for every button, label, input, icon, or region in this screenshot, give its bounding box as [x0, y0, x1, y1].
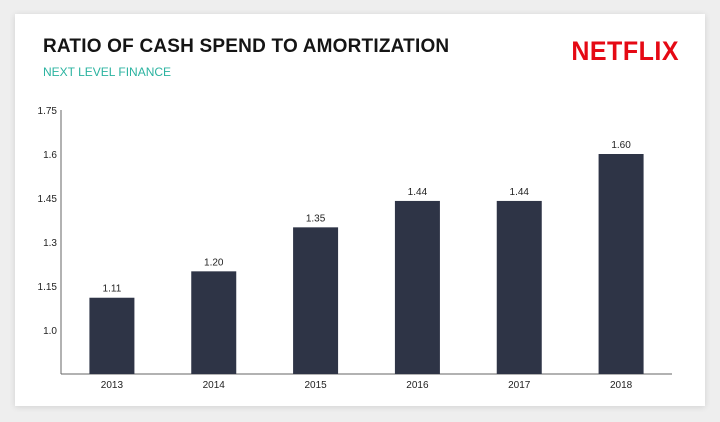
- chart-title: RATIO OF CASH SPEND TO AMORTIZATION: [43, 36, 450, 57]
- y-tick-label: 1.0: [43, 326, 57, 337]
- chart-subtitle: NEXT LEVEL FINANCE: [43, 65, 172, 79]
- y-tick-label: 1.3: [43, 238, 57, 249]
- y-tick-label: 1.75: [38, 106, 58, 117]
- y-tick-label: 1.6: [43, 150, 57, 161]
- x-tick-label: 2016: [406, 380, 429, 391]
- data-label: 1.44: [408, 187, 428, 198]
- data-label: 1.44: [510, 187, 530, 198]
- bar-2017: [496, 200, 542, 374]
- bar-2015: [293, 227, 339, 374]
- y-tick-label: 1.45: [38, 194, 58, 205]
- x-tick-label: 2017: [508, 380, 531, 391]
- data-label: 1.35: [306, 213, 326, 224]
- data-label: 1.20: [204, 257, 224, 268]
- bar-2016: [394, 200, 440, 374]
- x-tick-label: 2015: [304, 380, 327, 391]
- x-tick-label: 2013: [101, 380, 124, 391]
- x-tick-label: 2018: [610, 380, 633, 391]
- bar-2014: [191, 271, 237, 374]
- y-tick-label: 1.15: [38, 282, 58, 293]
- x-tick-label: 2014: [203, 380, 226, 391]
- data-label: 1.11: [103, 284, 122, 295]
- netflix-logo: NETFLIX: [571, 36, 679, 67]
- bar-2018: [598, 154, 644, 374]
- data-label: 1.60: [611, 140, 631, 151]
- bar-2013: [89, 297, 135, 374]
